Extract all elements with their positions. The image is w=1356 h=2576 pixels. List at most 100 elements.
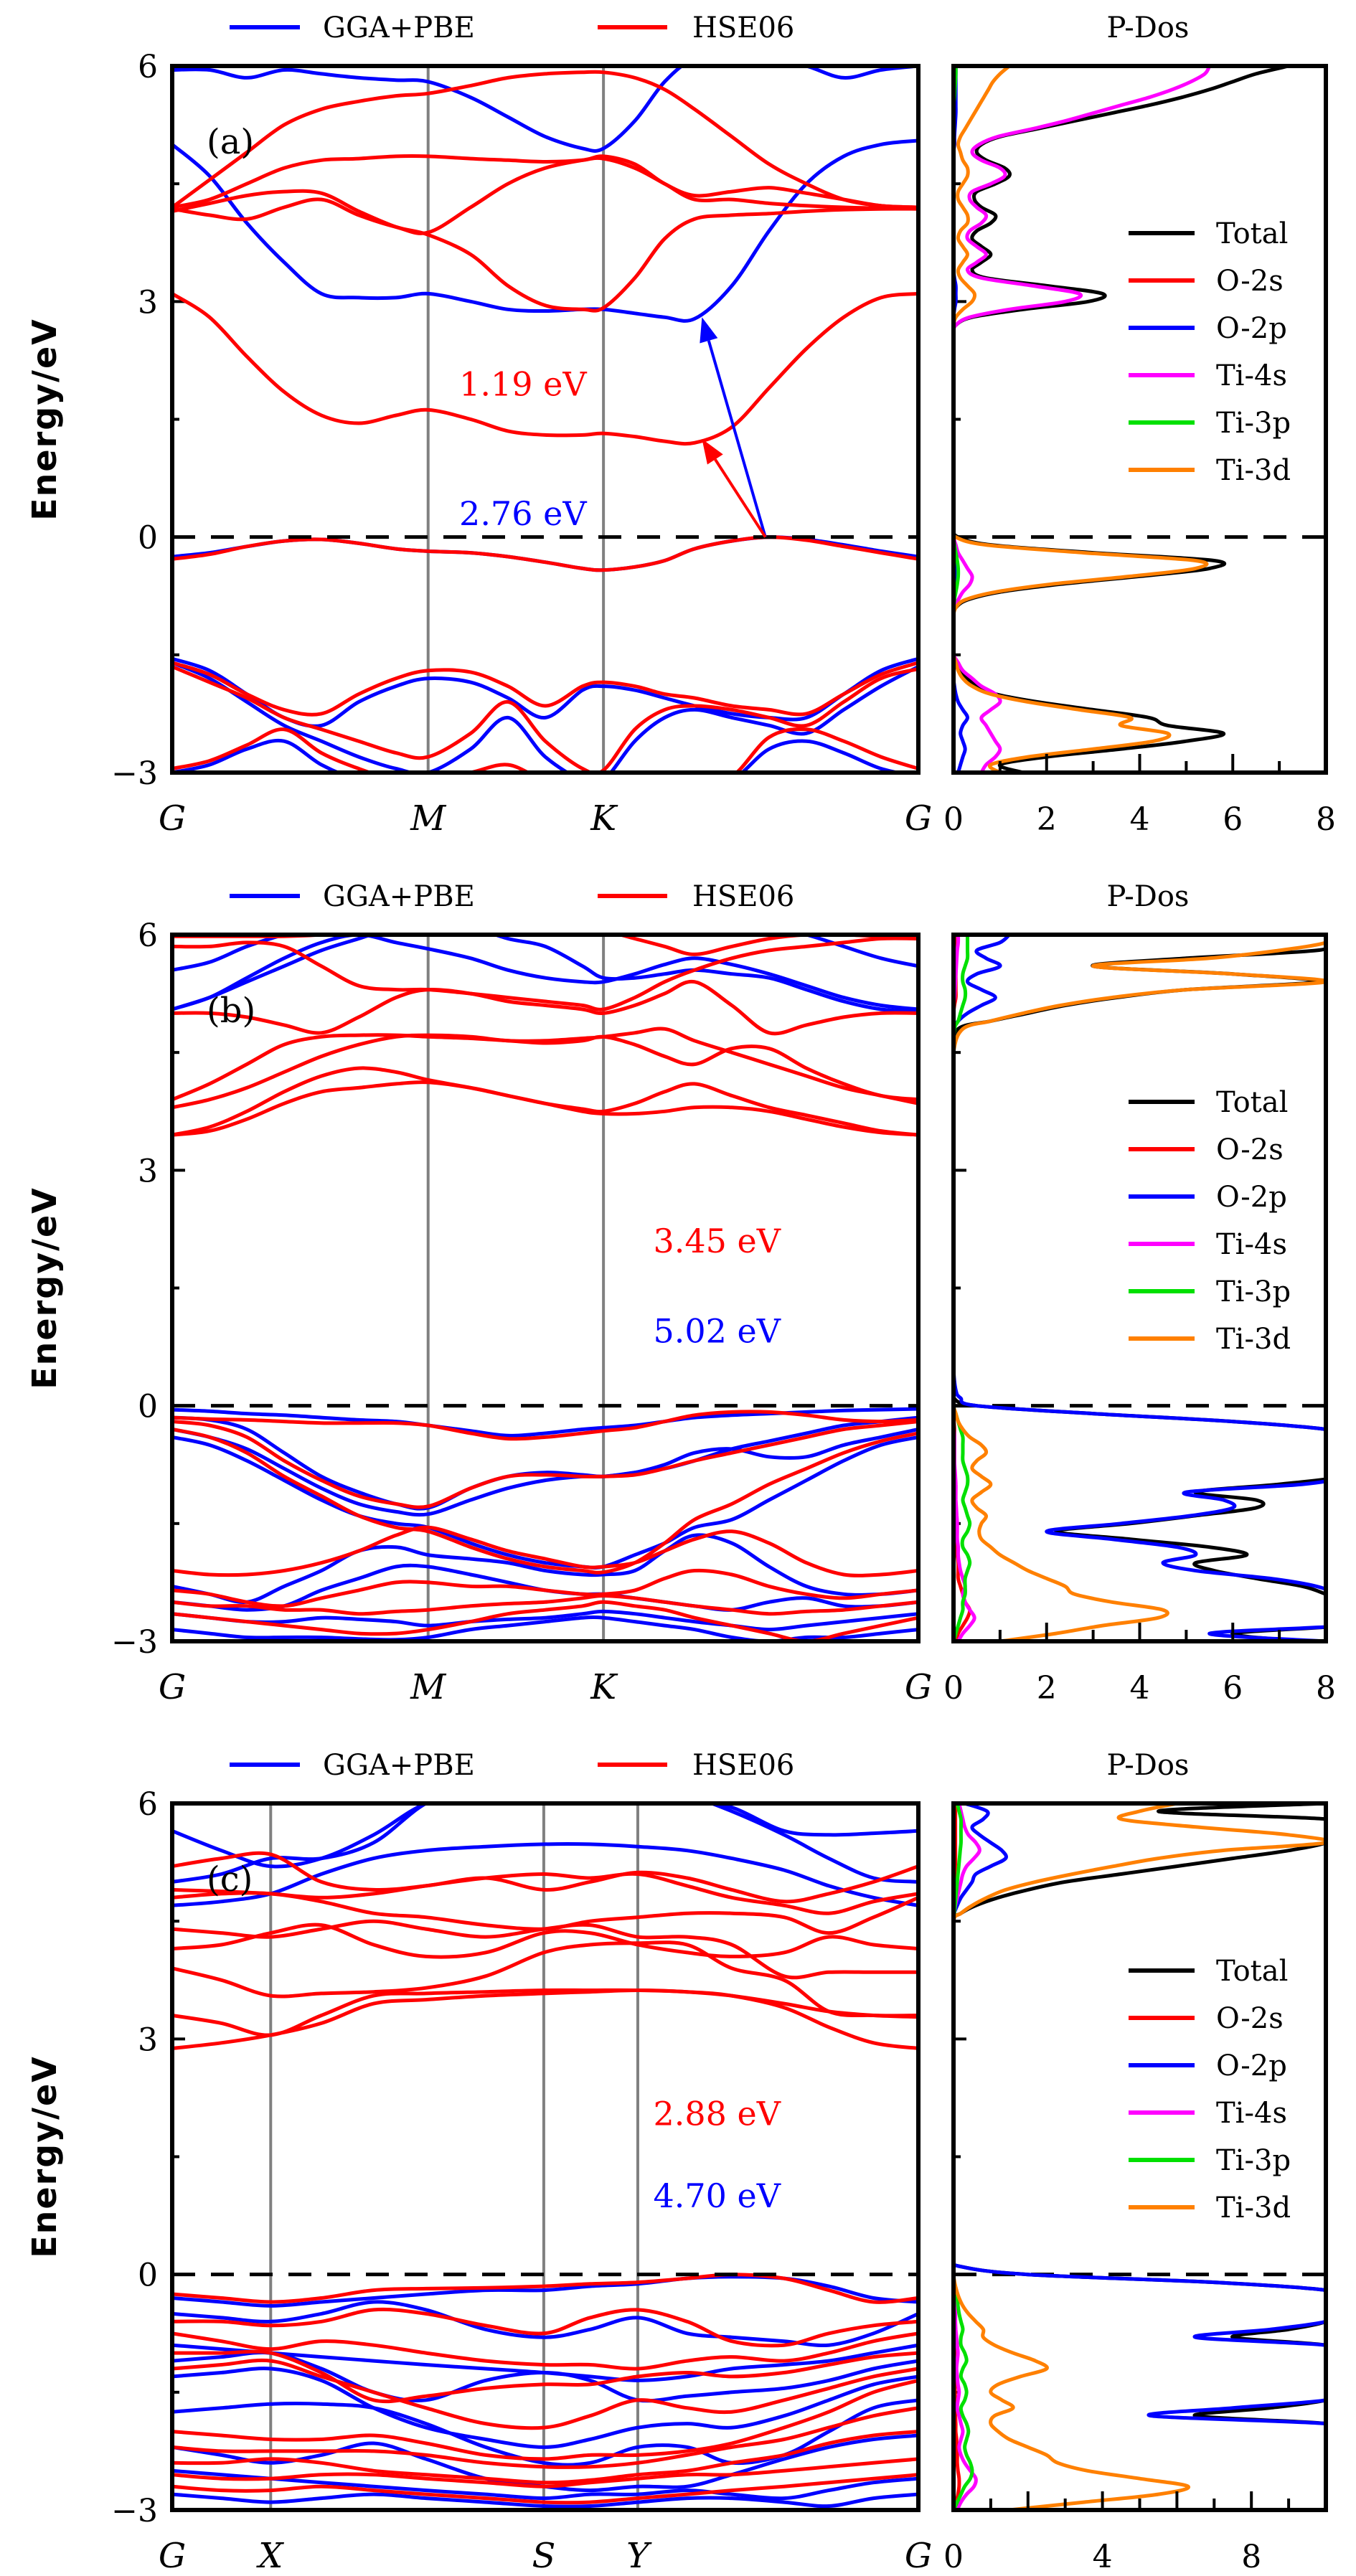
kpoint-label-K: K	[590, 798, 618, 839]
band-hse06-8	[172, 1066, 918, 1137]
bands-group	[172, 1803, 918, 2509]
band-gga-pbe-4	[172, 2367, 918, 2449]
band-gap-label-1: 2.76 eV	[459, 494, 587, 533]
y-tick-label: 0	[138, 520, 158, 557]
dos-plot-frame	[951, 64, 1328, 775]
dos-x-tick-label: 0	[943, 2539, 964, 2575]
dos-legend: Total O-2s O-2p Ti-4s Ti-3p Ti-3d	[1129, 1955, 1291, 2224]
legend-label-pbe: GGA+PBE	[323, 880, 475, 913]
y-tick-label: −3	[111, 1624, 158, 1661]
y-tick-label: 3	[138, 1153, 158, 1189]
dos-x-tick-label: 8	[1316, 1670, 1336, 1707]
dos-legend: Total O-2s O-2p Ti-4s Ti-3p Ti-3d	[1129, 1086, 1291, 1356]
band-hse06-9	[172, 2473, 918, 2505]
band-hse06-2	[172, 664, 918, 773]
panel-c: GGA+PBE HSE06 P-Dos Energy/eV −3 0 3 6 G X S Y G (c) 2…	[25, 1749, 1328, 2576]
dos-legend-label-o-2p: O-2p	[1216, 312, 1287, 345]
band-hse06-4	[172, 2358, 918, 2430]
band-gga-pbe-10	[172, 935, 918, 972]
legend-label-pbe: GGA+PBE	[323, 11, 475, 44]
dos-curves-group	[954, 935, 1326, 1641]
band-gga-pbe-3	[172, 1435, 918, 1570]
band-hse06-13	[172, 1922, 918, 1959]
transition-arrow-head-1	[702, 438, 723, 465]
band-gga-pbe-1	[172, 2300, 918, 2348]
band-hse06-4	[172, 291, 918, 446]
dos-x-tick-label: 2	[1037, 1670, 1057, 1707]
band-gga-pbe-7	[172, 2468, 918, 2501]
band-gga-pbe-8	[172, 2492, 918, 2509]
band-gga-pbe-4	[172, 1533, 918, 1604]
band-hse06-9	[172, 1027, 918, 1110]
band-hse06-11	[172, 979, 918, 1036]
dos-title: P-Dos	[1107, 880, 1190, 913]
dos-legend-label-o-2p: O-2p	[1216, 1181, 1287, 1214]
kpoint-label-S: S	[532, 2536, 555, 2576]
dos-x-tick-label: 4	[1130, 801, 1150, 838]
dos-title: P-Dos	[1107, 11, 1190, 44]
y-tick-label: 3	[138, 284, 158, 321]
kpoint-label-G: G	[159, 2536, 186, 2576]
dos-x-tick-label: 8	[1241, 2539, 1261, 2575]
kpoint-label-X: X	[255, 2536, 284, 2576]
dos-plot-frame	[951, 1801, 1328, 2512]
y-axis-label: Energy/eV	[25, 318, 64, 521]
dos-legend-label-o-2s: O-2s	[1216, 1133, 1284, 1166]
y-axis-label: Energy/eV	[25, 1186, 64, 1390]
band-plot-frame	[170, 933, 921, 1643]
band-hse06-1	[172, 661, 918, 717]
kpoint-label-Y: Y	[626, 2536, 652, 2576]
band-hse06-11	[172, 1988, 918, 2037]
panels: GGA+PBE HSE06 P-Dos Energy/eV −3 0 3 6 G M K G (a) 1.…	[25, 11, 1336, 2576]
dos-x-tick-label: 4	[1093, 2539, 1113, 2575]
band-hse06-10	[172, 1033, 918, 1102]
dos-curves-group	[954, 66, 1289, 773]
band-hse06-6	[172, 2406, 918, 2469]
band-hse06-3	[172, 2349, 918, 2404]
dos-legend-label-ti-4s: Ti-4s	[1216, 1228, 1287, 1261]
band-plot-frame	[170, 1801, 921, 2512]
dos-legend-label-ti-3d: Ti-3d	[1216, 454, 1291, 487]
panel-label: (b)	[207, 991, 255, 1031]
dos-legend-label-ti-3p: Ti-3p	[1216, 1275, 1291, 1308]
band-gga-pbe-6	[172, 1609, 918, 1632]
dos-curve-ti-3p	[954, 935, 972, 1641]
panel-a: GGA+PBE HSE06 P-Dos Energy/eV −3 0 3 6 G M K G (a) 1.…	[25, 11, 1336, 839]
band-hse06-5	[172, 2378, 918, 2461]
band-hse06-3	[172, 1525, 918, 1577]
y-tick-label: −3	[111, 2493, 158, 2529]
dos-curve-o-2p	[954, 1803, 1326, 2510]
band-hse06-7	[172, 154, 918, 209]
dos-legend-label-ti-3d: Ti-3d	[1216, 1323, 1291, 1356]
kpoint-label-G: G	[905, 1667, 932, 1707]
legend-label-hse: HSE06	[692, 1749, 794, 1782]
dos-legend-label-o-2p: O-2p	[1216, 2049, 1287, 2082]
y-tick-label: 6	[138, 917, 158, 954]
dos-legend-label-total: Total	[1216, 217, 1288, 250]
panel-b: GGA+PBE HSE06 P-Dos Energy/eV −3 0 3 6 G M K G (b) 3.…	[25, 880, 1336, 1707]
dos-x-tick-label: 6	[1223, 801, 1243, 838]
dos-x-tick-label: 2	[1037, 801, 1057, 838]
dos-legend-label-ti-3d: Ti-3d	[1216, 2192, 1291, 2224]
band-gga-pbe-5	[172, 66, 918, 153]
band-gga-pbe-5	[172, 2398, 918, 2467]
band-gga-pbe-9	[172, 935, 918, 1014]
legend-label-pbe: GGA+PBE	[323, 1749, 475, 1782]
band-hse06-2	[172, 2331, 918, 2371]
dos-legend-label-total: Total	[1216, 1086, 1288, 1119]
dos-curve-total	[954, 940, 1326, 1641]
dos-x-tick-label: 8	[1316, 801, 1336, 838]
band-gga-pbe-2	[172, 1428, 918, 1517]
y-tick-label: 3	[138, 2021, 158, 2058]
dos-legend-label-ti-3p: Ti-3p	[1216, 2144, 1291, 2177]
dos-curve-ti-3d	[954, 66, 1209, 773]
transition-arrow-shaft-1	[714, 458, 767, 538]
legend-label-hse: HSE06	[692, 880, 794, 913]
panel-label: (a)	[207, 122, 254, 162]
band-gap-label-0: 3.45 eV	[653, 1222, 781, 1260]
y-tick-label: −3	[111, 755, 158, 792]
kpoint-label-G: G	[159, 798, 186, 839]
dos-curve-ti-3d	[954, 1803, 1326, 2510]
band-hse06-1	[172, 2307, 918, 2348]
